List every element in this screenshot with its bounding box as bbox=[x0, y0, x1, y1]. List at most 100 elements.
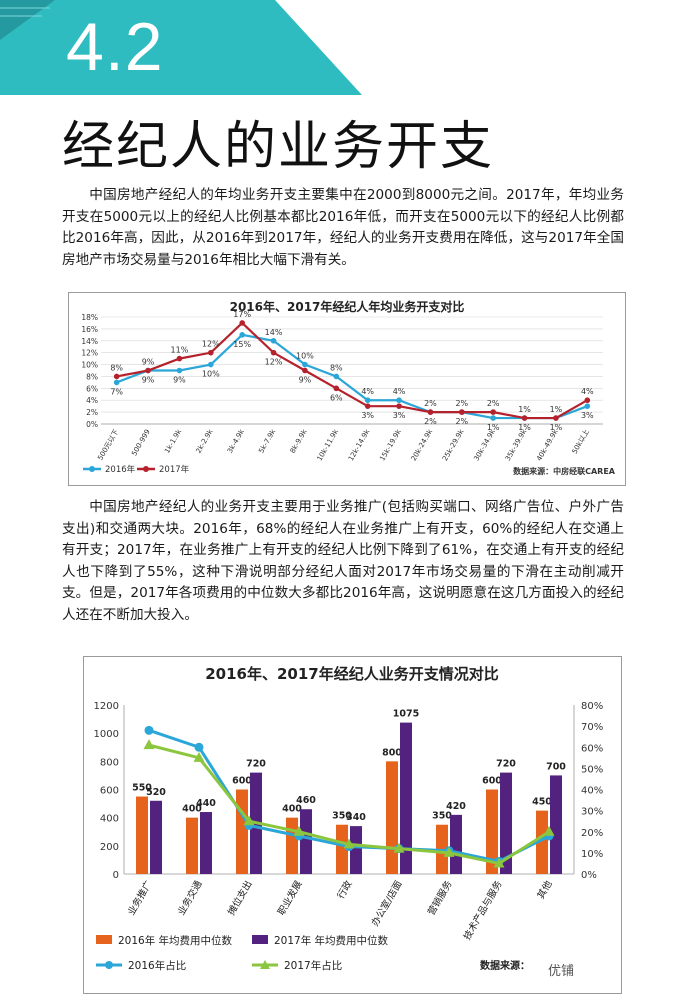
chart1-data-label: 4% bbox=[581, 387, 594, 396]
chart1-y-tick: 0% bbox=[86, 420, 98, 429]
paragraph-2: 中国房地产经纪人的业务开支主要用于业务推广(包括购买端口、网络广告位、户外广告支… bbox=[62, 499, 624, 623]
chart1-data-label: 9% bbox=[299, 376, 312, 385]
chart1-point bbox=[584, 403, 591, 409]
chart1-data-label: 1% bbox=[518, 405, 531, 414]
chart1-point bbox=[176, 367, 183, 374]
chart1-source: 数据来源：中房经联CAREA bbox=[513, 466, 616, 476]
chart2-bar bbox=[186, 817, 198, 874]
chart2-y-left-tick: 800 bbox=[100, 757, 119, 768]
chart2-title: 2016年、2017年经纪人业务开支情况对比 bbox=[205, 665, 499, 683]
chart1-data-label: 2% bbox=[424, 399, 437, 408]
chart1-y-tick: 2% bbox=[86, 408, 98, 417]
chart1-series-line-2017年 bbox=[116, 321, 588, 420]
chart2-bar bbox=[136, 796, 148, 874]
chart1-x-tick: 2k-2.9k bbox=[194, 427, 215, 455]
chart2-y-left-tick: 400 bbox=[100, 814, 119, 825]
chart1-data-label: 1% bbox=[487, 423, 500, 432]
chart1-data-label: 4% bbox=[393, 387, 406, 396]
chart2-x-tick: 职业发展 bbox=[275, 878, 305, 917]
chart1-point bbox=[176, 355, 183, 362]
chart2-y-right-tick: 80% bbox=[581, 701, 603, 712]
chart1-point bbox=[333, 385, 340, 392]
chart1-point bbox=[490, 415, 496, 421]
chart1-point bbox=[270, 349, 277, 356]
chart2-y-right-tick: 50% bbox=[581, 764, 603, 775]
chart1-data-label: 2% bbox=[487, 399, 500, 408]
chart2-share-point bbox=[393, 842, 405, 853]
chart2-bar bbox=[200, 812, 212, 874]
chart1-x-tick: 50k以上 bbox=[570, 428, 591, 456]
chart1-legend-2017: 2017年 bbox=[159, 464, 190, 475]
chart1-data-label: 10% bbox=[296, 352, 314, 361]
chart1-point bbox=[302, 361, 308, 368]
chart1-point bbox=[553, 415, 559, 421]
chart2-bar-label: 720 bbox=[496, 759, 516, 770]
chart1-data-label: 2% bbox=[455, 417, 468, 426]
chart2-x-tick: 业务交通 bbox=[175, 878, 205, 917]
chart2-bar bbox=[150, 800, 162, 874]
chart1-data-label: 9% bbox=[173, 376, 186, 385]
chart1-data-label: 1% bbox=[518, 423, 531, 432]
header-band bbox=[0, 0, 362, 95]
chart1-data-label: 17% bbox=[233, 310, 251, 319]
chart1-point bbox=[302, 367, 308, 374]
chart1-data-label: 9% bbox=[142, 376, 155, 385]
chart2-legend-2017-share: 2017年占比 bbox=[284, 959, 342, 972]
chart1-point bbox=[208, 349, 214, 356]
chart2-y-right-tick: 40% bbox=[581, 786, 603, 797]
chart2-bar-label: 550 bbox=[132, 783, 152, 794]
chart1-y-tick: 18% bbox=[81, 313, 98, 322]
chart1-y-tick: 16% bbox=[81, 325, 98, 334]
chart1-point bbox=[521, 415, 528, 421]
chart2-bar bbox=[386, 761, 398, 874]
chart1-data-label: 3% bbox=[581, 411, 594, 420]
chart1-data-label: 3% bbox=[361, 411, 374, 420]
chart2-y-left-tick: 0 bbox=[113, 870, 119, 881]
chart2-bar-label: 460 bbox=[296, 795, 316, 806]
chart2-y-right-tick: 0% bbox=[581, 870, 597, 881]
chart1-series-line-2016年 bbox=[116, 333, 588, 420]
chart1-data-label: 3% bbox=[393, 411, 406, 420]
chart2-share-point bbox=[493, 857, 505, 868]
chart2-bar-label: 350 bbox=[332, 811, 352, 822]
chart2-bar-label: 400 bbox=[282, 804, 302, 815]
chart1-data-label: 12% bbox=[265, 358, 283, 367]
chart1-x-tick: 35k-39.9k bbox=[504, 427, 529, 462]
chart2-bar-label: 340 bbox=[346, 812, 366, 823]
chart2-y-left-tick: 600 bbox=[100, 786, 119, 797]
chart2-x-tick: 办公室/店面 bbox=[369, 879, 405, 929]
chart1-point bbox=[364, 397, 371, 404]
chart2-share-point bbox=[193, 751, 205, 762]
chart1-x-tick: 30k-34.9k bbox=[472, 427, 497, 462]
chart1-y-tick: 12% bbox=[81, 349, 98, 358]
chart2-bar-label: 800 bbox=[382, 747, 402, 758]
chart1-data-label: 6% bbox=[330, 393, 343, 402]
chart1-point bbox=[396, 397, 402, 404]
chart1-data-label: 7% bbox=[110, 387, 123, 396]
chart1-data-label: 11% bbox=[171, 346, 189, 355]
chart1-point bbox=[113, 379, 120, 386]
chart1-x-tick: 15k-19.9k bbox=[378, 427, 403, 462]
chart2-y-left-tick: 1200 bbox=[94, 701, 119, 712]
chart1-data-label: 14% bbox=[265, 328, 283, 337]
chart-expense-categories: 2016年、2017年经纪人业务开支情况对比 0 200 400 600 800 1000… bbox=[83, 656, 622, 994]
chart1-data-label: 9% bbox=[142, 358, 155, 367]
chart1-x-tick: 40k-49.9k bbox=[535, 427, 560, 462]
chart2-bar-label: 350 bbox=[432, 811, 452, 822]
chart1-x-tick: 500元以下 bbox=[96, 428, 120, 462]
chart2-share-point bbox=[343, 838, 355, 849]
chart1-x-tick: 1k-1.9k bbox=[163, 427, 184, 455]
chart2-bar-label: 1075 bbox=[393, 709, 419, 720]
chart1-legend-2016: 2016年 bbox=[105, 464, 136, 475]
chart2-x-tick: 技术产品与服务 bbox=[461, 878, 505, 942]
chart1-point bbox=[459, 409, 465, 415]
chart2-bar-label: 600 bbox=[232, 776, 252, 787]
chart1-point bbox=[396, 403, 402, 409]
chart2-bar-label: 440 bbox=[196, 798, 216, 809]
chart2-share-point bbox=[443, 846, 455, 857]
chart2-y-left-tick: 1000 bbox=[94, 729, 119, 740]
chart2-x-tick: 摊位支出 bbox=[225, 879, 254, 918]
chart1-x-tick: 25k-29.9k bbox=[441, 427, 466, 462]
chart2-share-point bbox=[194, 742, 204, 752]
chart1-point bbox=[113, 373, 120, 380]
